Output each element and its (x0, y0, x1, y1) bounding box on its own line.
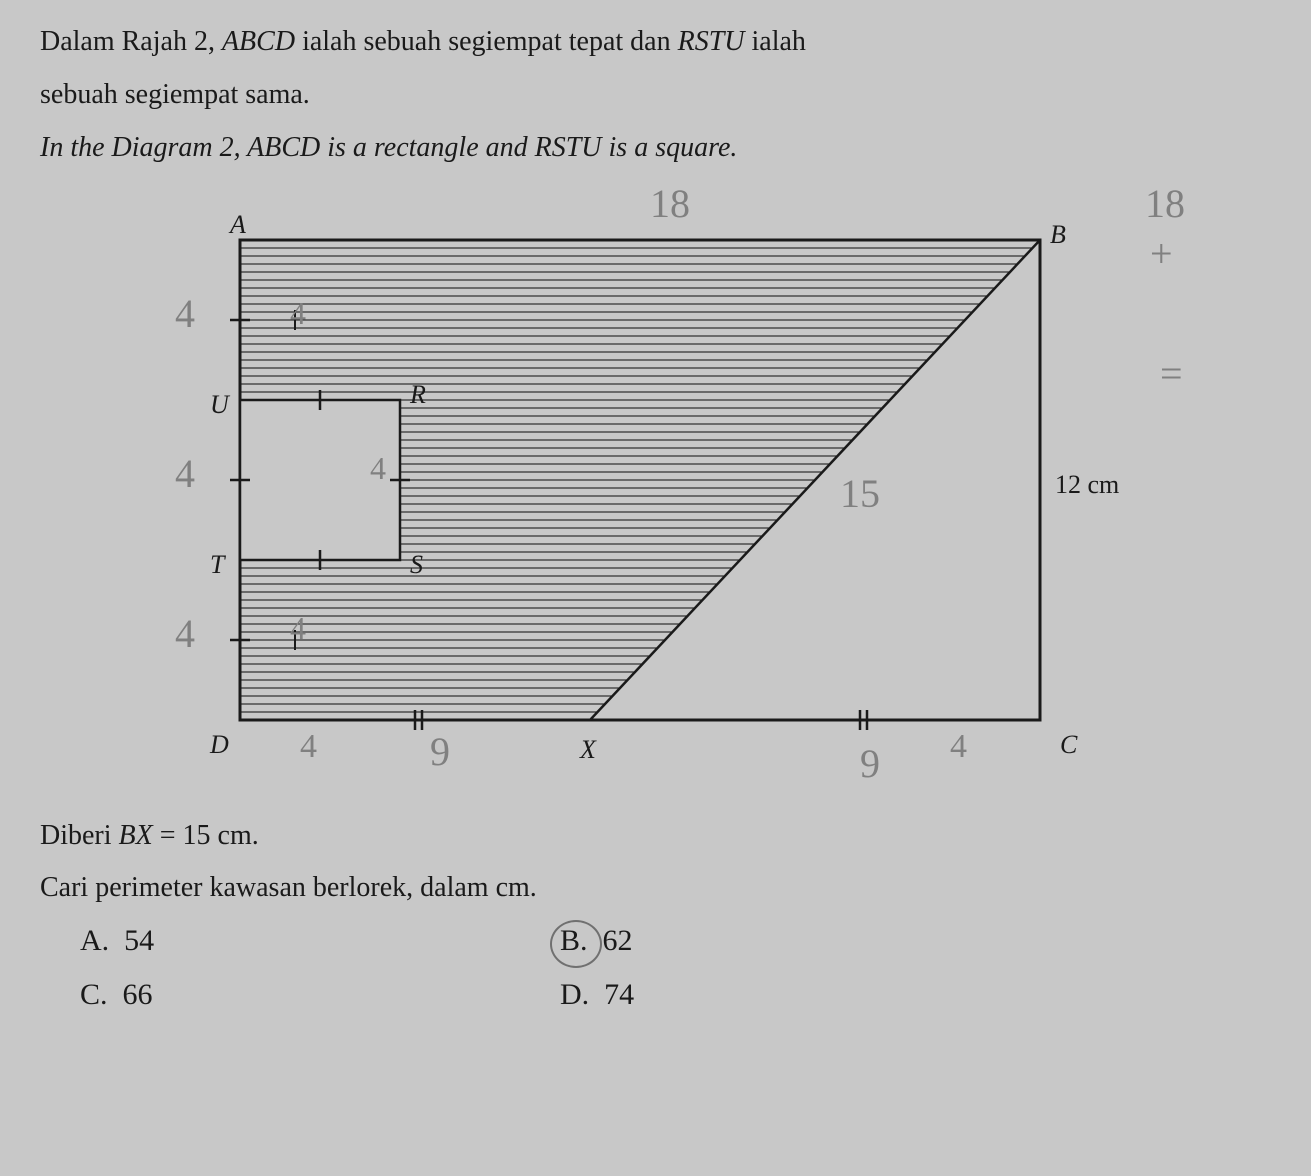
hw-4-left-a: 4 (175, 290, 195, 337)
diagram: A B C D U T R S X 12 cm 18 18 + = 4 4 4 … (100, 180, 1200, 800)
question-english: In the Diagram 2, ABCD is a rectangle an… (40, 126, 1271, 171)
hw-4-left-b: 4 (175, 450, 195, 497)
hw-15: 15 (840, 470, 880, 517)
label-B: B (1050, 220, 1066, 250)
hw-4-sq-a: 4 (290, 295, 306, 332)
hw-4-sq-b: 4 (370, 450, 386, 487)
hw-eq: = (1160, 350, 1183, 397)
label-T: T (210, 550, 224, 580)
var-abcd: ABCD (222, 26, 295, 57)
hw-9-bottom-b: 9 (860, 740, 880, 787)
var-rstu: RSTU (678, 26, 745, 57)
option-value: 62 (603, 924, 633, 958)
given-statement: Diberi BX = 15 cm. (40, 820, 1271, 852)
hw-4-left-c: 4 (175, 610, 195, 657)
text: Dalam Rajah 2, (40, 26, 222, 57)
option-value: 66 (123, 978, 153, 1012)
diagram-svg (100, 180, 1200, 800)
hw-4-bottom-b: 4 (950, 728, 967, 766)
text: = 15 cm. (153, 820, 259, 851)
option-C[interactable]: C. 66 (80, 978, 460, 1012)
label-D: D (210, 730, 229, 760)
hw-18-right: 18 (1145, 180, 1185, 227)
option-value: 54 (124, 924, 154, 958)
option-B[interactable]: B. 62 (560, 924, 940, 958)
label-X: X (580, 735, 596, 765)
text: ialah sebuah segiempat tepat dan (295, 26, 678, 57)
hw-plus: + (1150, 230, 1173, 277)
label-S: S (410, 550, 423, 580)
text: ialah (745, 26, 806, 57)
label-A: A (230, 210, 246, 240)
var-bx: BX (119, 820, 153, 851)
options-grid: A. 54 B. 62 C. 66 D. 74 (40, 924, 940, 1012)
label-U: U (210, 390, 229, 420)
option-letter: D. (560, 978, 589, 1012)
label-R: R (410, 380, 426, 410)
option-D[interactable]: D. 74 (560, 978, 940, 1012)
hw-4-sq-c: 4 (290, 610, 306, 647)
option-A[interactable]: A. 54 (80, 924, 460, 958)
label-C: C (1060, 730, 1077, 760)
option-letter: C. (80, 978, 108, 1012)
label-12cm: 12 cm (1055, 470, 1119, 500)
hw-4-bottom: 4 (300, 728, 317, 766)
hw-18-top: 18 (650, 180, 690, 227)
option-value: 74 (604, 978, 634, 1012)
text: Diberi (40, 820, 119, 851)
question-block: Dalam Rajah 2, ABCD ialah sebuah segiemp… (40, 20, 1271, 170)
question-malay-2: sebuah segiempat sama. (40, 73, 1271, 118)
option-letter: A. (80, 924, 109, 958)
hw-9-bottom-a: 9 (430, 728, 450, 775)
option-letter: B. (560, 924, 588, 958)
question-malay-1: Dalam Rajah 2, ABCD ialah sebuah segiemp… (40, 20, 1271, 65)
find-statement: Cari perimeter kawasan berlorek, dalam c… (40, 872, 1271, 904)
